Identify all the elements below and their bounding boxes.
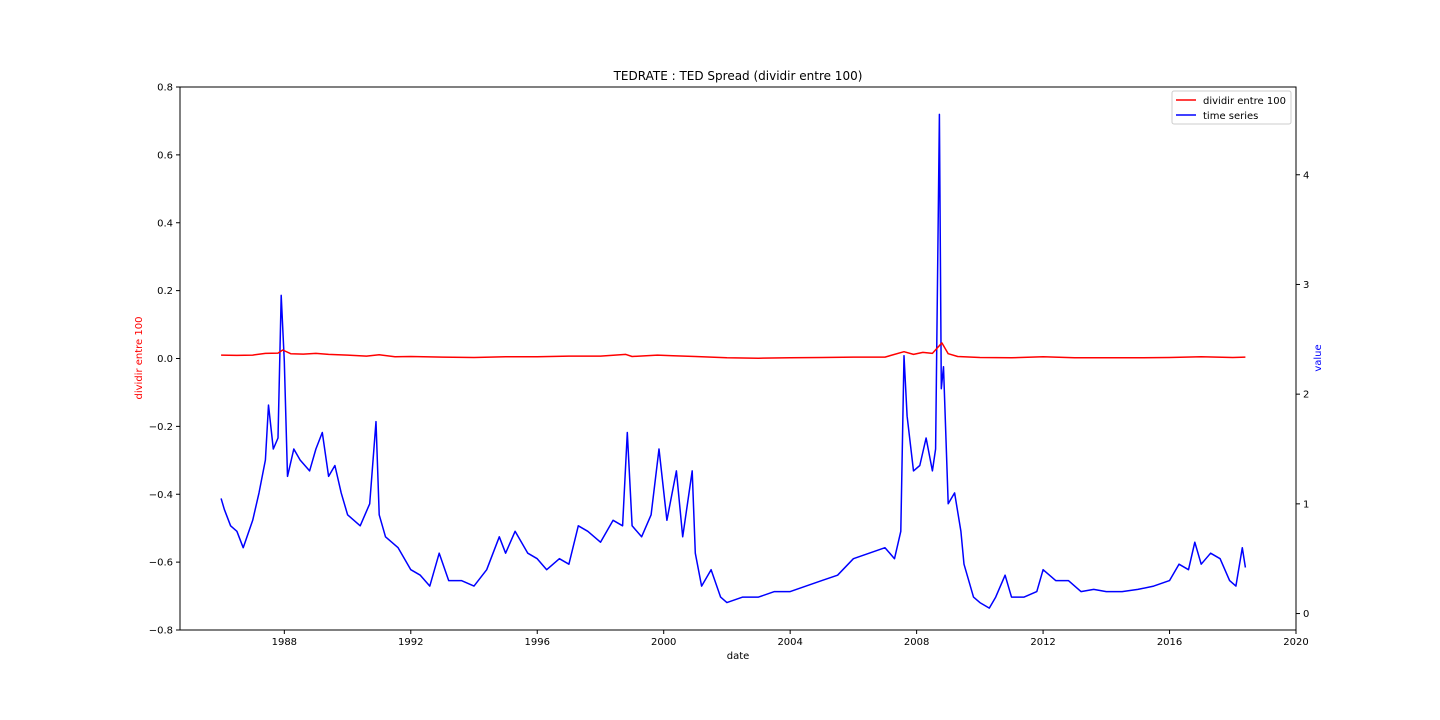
series-line-right <box>220 113 1247 609</box>
x-tick-label: 2008 <box>904 637 929 648</box>
right-y-tick-label: 3 <box>1303 280 1309 291</box>
right-y-tick-label: 0 <box>1303 609 1309 620</box>
x-tick-label: 2012 <box>1030 637 1055 648</box>
legend-label-left-series: dividir entre 100 <box>1203 96 1286 107</box>
left-y-tick-label: 0.0 <box>157 354 173 365</box>
x-tick-label: 2000 <box>651 637 676 648</box>
left-y-tick-label: −0.4 <box>149 490 173 501</box>
x-axis: 1988 1992 1996 2000 2004 2008 2012 2016 2020 <box>272 630 1309 648</box>
right-y-tick-label: 4 <box>1303 170 1309 181</box>
legend-label-right-series: time series <box>1203 111 1258 122</box>
left-y-tick-label: 0.6 <box>157 150 173 161</box>
left-y-axis-label: dividir entre 100 <box>134 317 145 400</box>
x-tick-label: 2016 <box>1157 637 1182 648</box>
right-y-axis-label: value <box>1313 344 1324 371</box>
right-y-tick-label: 2 <box>1303 390 1309 401</box>
left-y-tick-label: −0.8 <box>149 626 173 637</box>
legend-box <box>1171 90 1292 125</box>
left-y-tick-label: 0.8 <box>157 83 173 94</box>
series-line-left <box>221 342 1246 359</box>
left-y-tick-label: −0.6 <box>149 558 173 569</box>
left-y-tick-label: 0.2 <box>157 286 173 297</box>
right-y-tick-label: 1 <box>1303 499 1309 510</box>
left-y-tick-label: −0.2 <box>149 422 173 433</box>
right-y-axis: 0 1 2 3 4 <box>1296 170 1309 620</box>
x-tick-label: 1988 <box>272 637 297 648</box>
x-axis-label: date <box>727 651 750 662</box>
series-layer <box>220 113 1247 609</box>
x-tick-label: 1992 <box>398 637 423 648</box>
left-y-axis: 0.8 0.6 0.4 0.2 0.0 −0.2 −0.4 −0.6 −0.8 <box>149 83 180 637</box>
x-tick-label: 2004 <box>777 637 802 648</box>
legend: dividir entre 100 time series <box>1171 90 1292 125</box>
left-y-tick-label: 0.4 <box>157 218 173 229</box>
x-tick-label: 2020 <box>1283 637 1308 648</box>
x-tick-label: 1996 <box>525 637 550 648</box>
chart-title: TEDRATE : TED Spread (dividir entre 100) <box>613 69 863 83</box>
